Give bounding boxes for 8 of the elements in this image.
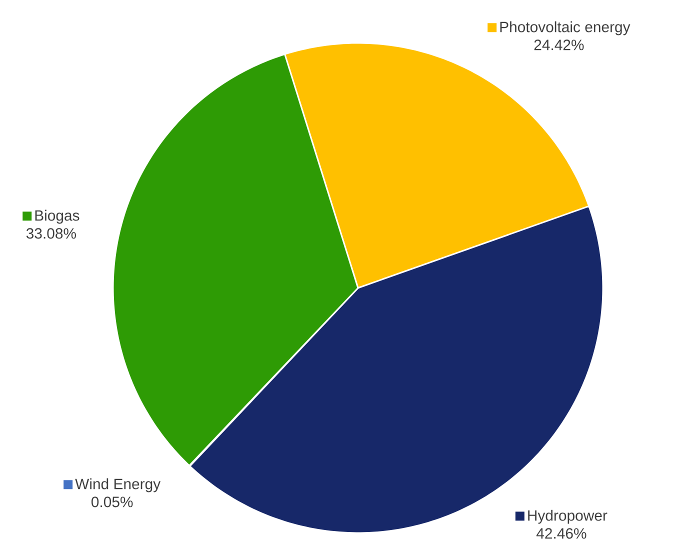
data-label: 33.08% (26, 228, 76, 239)
data-label: 24.42% (534, 40, 584, 50)
legend-label: Biogas (35, 210, 80, 224)
legend-label: Hydropower (528, 510, 608, 524)
legend-label: Photovoltaic energy (500, 21, 630, 36)
legend-label: Wind Energy (75, 478, 161, 492)
data-label: 42.46% (536, 528, 586, 539)
data-label: 0.05% (91, 496, 133, 508)
